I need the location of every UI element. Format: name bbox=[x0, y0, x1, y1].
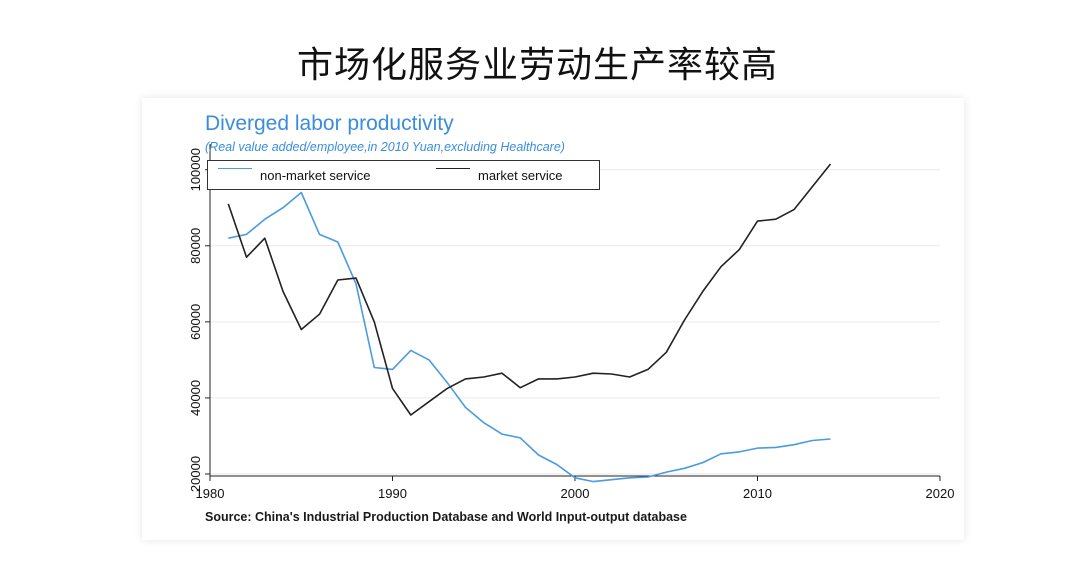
chart-card: 20000 40000 60000 80000 100000 1980 1990 2000 20… bbox=[142, 98, 964, 540]
y-tick-label-0: 20000 bbox=[188, 456, 203, 492]
x-tick-label-0: 1980 bbox=[196, 486, 225, 501]
y-tick-label-2: 60000 bbox=[188, 304, 203, 340]
series-line-non-market-service bbox=[228, 191, 831, 483]
legend-swatch-non-market bbox=[218, 168, 252, 169]
series-line-market-service bbox=[227, 163, 832, 416]
y-tick-label-3: 80000 bbox=[188, 228, 203, 264]
chart-subtitle: (Real value added/employee,in 2010 Yuan,… bbox=[205, 140, 565, 154]
chart-legend: non-market service market service bbox=[207, 160, 600, 190]
legend-label-market: market service bbox=[478, 168, 563, 183]
x-tick-label-2: 2000 bbox=[561, 486, 590, 501]
x-tick-label-1: 1990 bbox=[378, 486, 407, 501]
x-tick-label-4: 2020 bbox=[926, 486, 955, 501]
slide-title: 市场化服务业劳动生产率较高 bbox=[296, 45, 778, 86]
legend-swatch-market bbox=[436, 168, 470, 169]
chart-title: Diverged labor productivity bbox=[205, 112, 454, 135]
legend-label-non-market: non-market service bbox=[260, 168, 371, 183]
x-tick-label-3: 2010 bbox=[743, 486, 772, 501]
chart-source: Source: China's Industrial Production Da… bbox=[205, 510, 687, 524]
y-tick-label-1: 40000 bbox=[188, 380, 203, 416]
y-tick-label-4: 100000 bbox=[188, 148, 203, 191]
